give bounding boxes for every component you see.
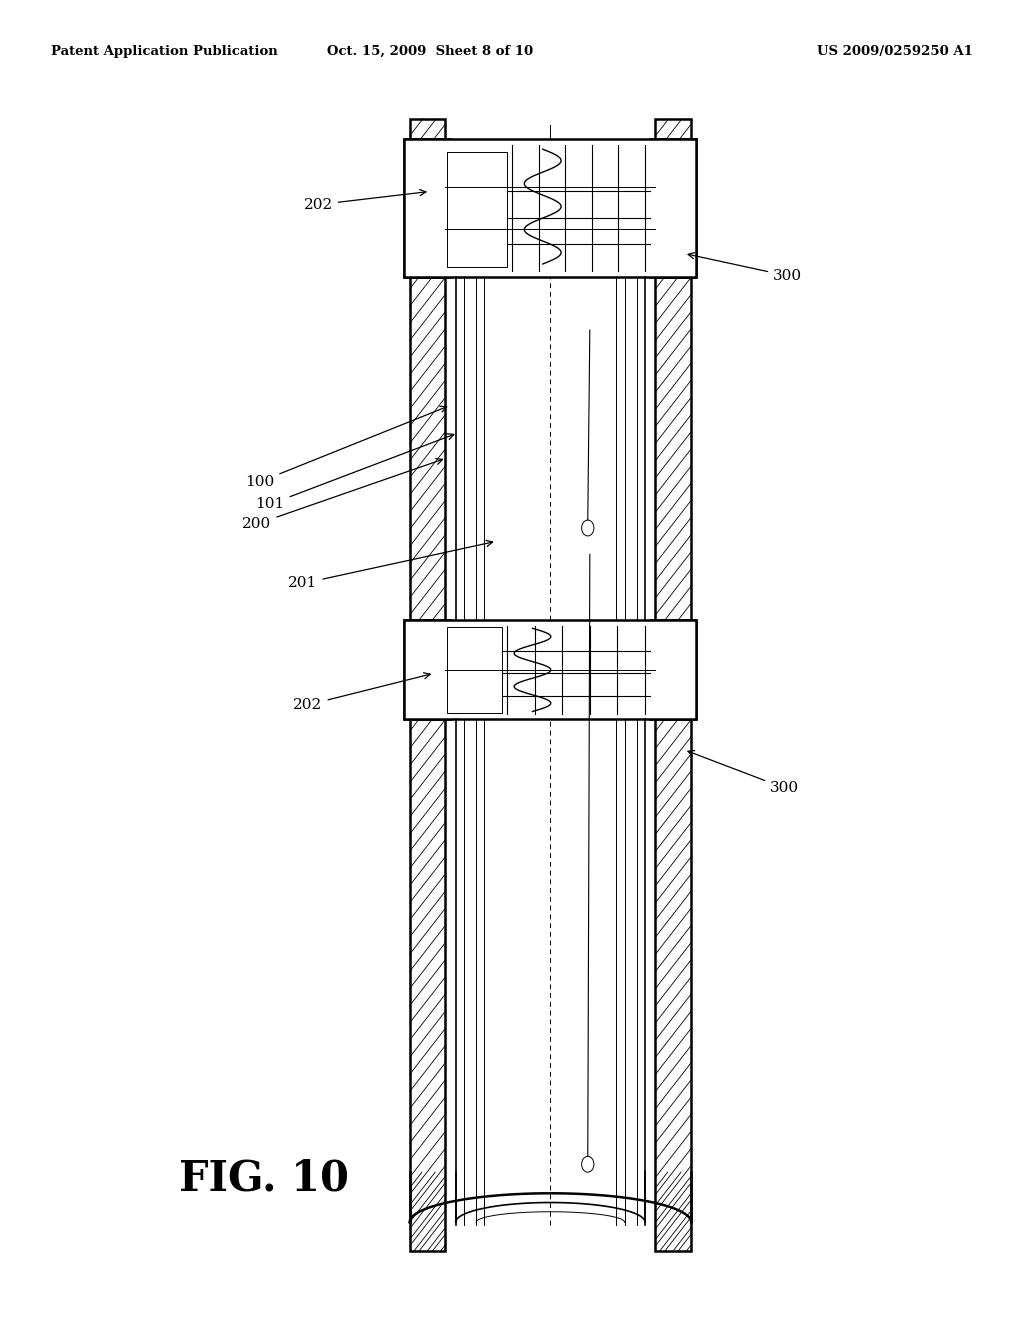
- Bar: [404, 620, 451, 719]
- Bar: [404, 139, 451, 277]
- Text: 202: 202: [293, 673, 430, 711]
- Text: Patent Application Publication: Patent Application Publication: [51, 45, 278, 58]
- Bar: [447, 152, 507, 267]
- Bar: [650, 620, 696, 719]
- Bar: [655, 719, 691, 1251]
- Text: 101: 101: [255, 434, 454, 511]
- Text: 300: 300: [688, 252, 802, 282]
- Text: 201: 201: [288, 540, 493, 590]
- Bar: [650, 139, 696, 277]
- Bar: [451, 620, 650, 719]
- Bar: [655, 119, 691, 139]
- Bar: [447, 152, 507, 267]
- Text: 200: 200: [242, 458, 442, 531]
- Bar: [655, 277, 691, 620]
- Bar: [447, 627, 502, 713]
- Bar: [404, 139, 696, 277]
- Bar: [404, 139, 696, 277]
- Bar: [410, 719, 445, 1251]
- Text: 100: 100: [245, 407, 446, 488]
- Bar: [410, 119, 445, 139]
- Bar: [404, 620, 696, 719]
- Text: US 2009/0259250 A1: US 2009/0259250 A1: [817, 45, 973, 58]
- Text: Oct. 15, 2009  Sheet 8 of 10: Oct. 15, 2009 Sheet 8 of 10: [327, 45, 534, 58]
- Text: 300: 300: [688, 751, 799, 795]
- Bar: [451, 139, 650, 277]
- Text: 202: 202: [303, 190, 426, 211]
- Text: FIG. 10: FIG. 10: [179, 1158, 349, 1200]
- Bar: [404, 620, 696, 719]
- Bar: [447, 627, 502, 713]
- Bar: [410, 277, 445, 620]
